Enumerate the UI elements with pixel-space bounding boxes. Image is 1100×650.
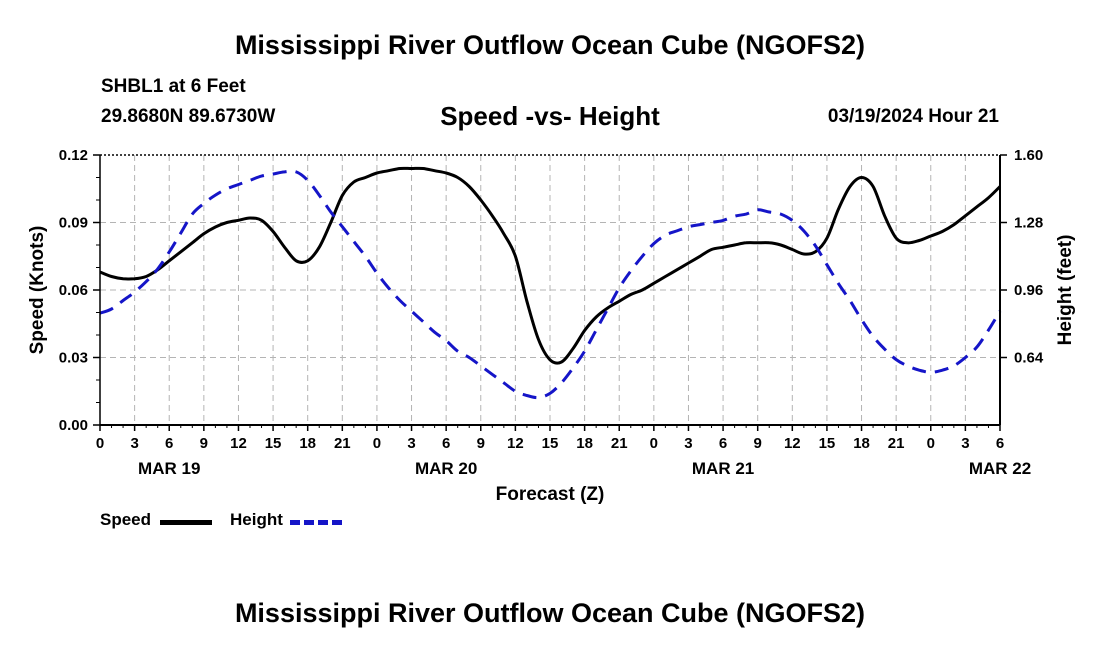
series-line-height [99, 169, 1002, 400]
x-tick-label: 0 [373, 435, 381, 452]
x-tick-label: 12 [230, 435, 247, 452]
forecast-timestamp: 03/19/2024 Hour 21 [827, 106, 999, 127]
x-tick-label: 15 [819, 435, 836, 452]
x-tick-label: 9 [200, 435, 208, 452]
chart-title: Mississippi River Outflow Ocean Cube (NG… [234, 30, 866, 60]
left-tick-label: 0.03 [59, 350, 88, 367]
x-tick-label: 9 [477, 435, 485, 452]
axis-labels: 0.00 0.03 0.06 0.09 0.12 0.64 0.96 1.28 1.60 0 3 6 9… [27, 147, 1076, 505]
left-tick-label: 0.00 [59, 417, 88, 434]
grid [100, 155, 1000, 425]
series-line-speed [99, 166, 1002, 365]
date-label: MAR 21 [692, 459, 754, 478]
left-tick-label: 0.06 [59, 282, 88, 299]
x-tick-label: 6 [442, 435, 450, 452]
station-label: SHBL1 at 6 Feet [101, 76, 246, 97]
legend-height-swatch [290, 520, 342, 525]
x-tick-label: 0 [927, 435, 935, 452]
x-tick-label: 21 [611, 435, 628, 452]
date-label: MAR 20 [415, 459, 477, 478]
x-tick-label: 15 [542, 435, 559, 452]
x-tick-label: 21 [888, 435, 905, 452]
x-tick-label: 3 [130, 435, 138, 452]
date-label: MAR 22 [969, 459, 1031, 478]
left-axis-title: Speed (Knots) [27, 226, 48, 355]
x-tick-label: 3 [684, 435, 692, 452]
x-tick-label: 18 [576, 435, 593, 452]
x-axis-title: Forecast (Z) [496, 484, 605, 505]
x-tick-label: 18 [299, 435, 316, 452]
x-tick-label: 18 [853, 435, 870, 452]
left-tick-label: 0.09 [59, 215, 88, 232]
right-tick-label: 0.64 [1014, 350, 1044, 367]
x-tick-label: 0 [96, 435, 104, 452]
left-tick-label: 0.12 [59, 147, 88, 164]
series-layer [99, 166, 1002, 400]
legend-height-label: Height [230, 510, 283, 529]
legend-speed-swatch [160, 520, 212, 525]
right-tick-label: 1.28 [1014, 215, 1043, 232]
chart-subtitle: Speed -vs- Height [440, 101, 660, 131]
x-tick-label: 6 [719, 435, 727, 452]
axes [93, 154, 1007, 431]
chart-title-repeat: Mississippi River Outflow Ocean Cube (NG… [234, 598, 866, 628]
x-tick-label: 9 [754, 435, 762, 452]
x-tick-label: 3 [961, 435, 969, 452]
x-tick-label: 15 [265, 435, 282, 452]
legend-speed-label: Speed [100, 510, 152, 529]
x-tick-label: 21 [334, 435, 351, 452]
x-tick-label: 0 [650, 435, 658, 452]
station-coordinates: 29.8680N 89.6730W [101, 106, 276, 127]
x-tick-label: 6 [165, 435, 173, 452]
x-tick-label: 3 [407, 435, 415, 452]
right-axis-title: Height (feet) [1055, 235, 1076, 346]
right-tick-label: 1.60 [1014, 147, 1043, 164]
right-tick-label: 0.96 [1014, 282, 1043, 299]
x-tick-label: 12 [784, 435, 801, 452]
x-tick-label: 12 [507, 435, 524, 452]
x-tick-label: 6 [996, 435, 1004, 452]
date-label: MAR 19 [138, 459, 200, 478]
